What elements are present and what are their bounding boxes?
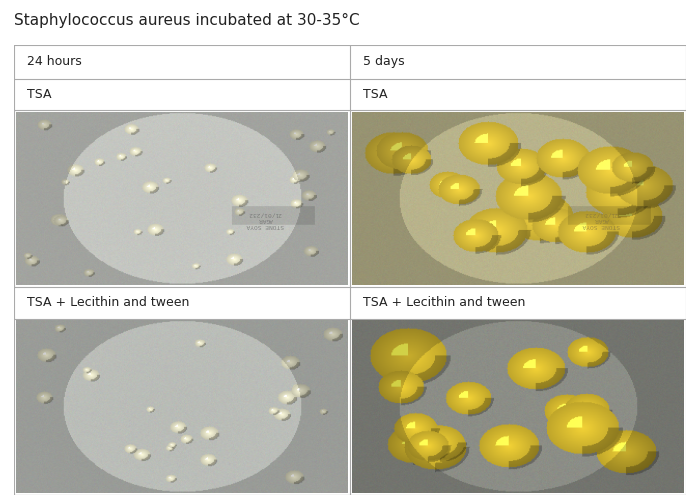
Text: STONE SOYA
AGAR
21/01/232: STONE SOYA AGAR 21/01/232 [582, 212, 620, 228]
Text: TSA + Lecithin and tween: TSA + Lecithin and tween [363, 296, 526, 309]
Text: TSA + Lecithin and tween: TSA + Lecithin and tween [27, 296, 190, 309]
Text: Staphylococcus aureus incubated at 30-35°C: Staphylococcus aureus incubated at 30-35… [14, 12, 360, 28]
Text: 5 days: 5 days [363, 56, 405, 68]
Text: TSA: TSA [363, 88, 388, 101]
Text: TSA: TSA [27, 88, 52, 101]
Text: 24 hours: 24 hours [27, 56, 82, 68]
Text: STONE SOYA
AGAR
21/01/232: STONE SOYA AGAR 21/01/232 [246, 212, 284, 228]
